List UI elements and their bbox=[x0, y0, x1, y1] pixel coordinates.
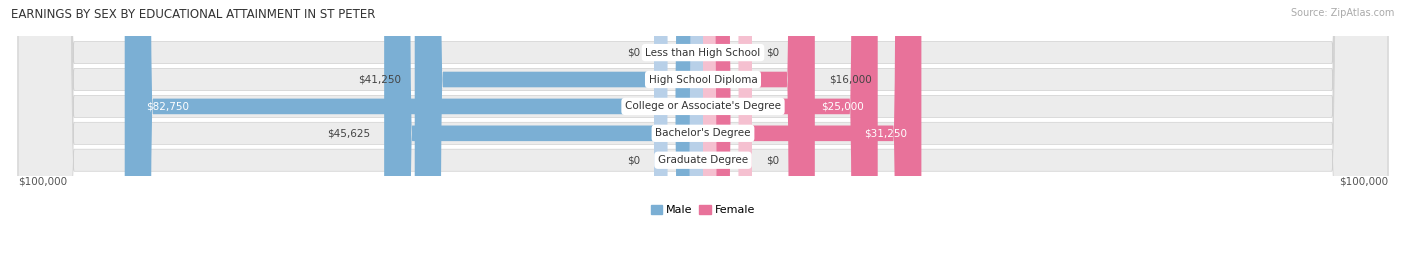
FancyBboxPatch shape bbox=[415, 0, 703, 269]
FancyBboxPatch shape bbox=[703, 0, 815, 269]
FancyBboxPatch shape bbox=[125, 0, 703, 269]
Text: $45,625: $45,625 bbox=[328, 128, 370, 138]
Text: Source: ZipAtlas.com: Source: ZipAtlas.com bbox=[1291, 8, 1395, 18]
FancyBboxPatch shape bbox=[703, 0, 921, 269]
Text: $0: $0 bbox=[627, 48, 640, 58]
FancyBboxPatch shape bbox=[18, 0, 1388, 269]
Text: $0: $0 bbox=[766, 48, 779, 58]
Text: $100,000: $100,000 bbox=[1339, 177, 1388, 187]
Text: College or Associate's Degree: College or Associate's Degree bbox=[626, 101, 780, 111]
FancyBboxPatch shape bbox=[18, 0, 1388, 269]
FancyBboxPatch shape bbox=[18, 0, 1388, 269]
Text: $0: $0 bbox=[627, 155, 640, 165]
Text: $25,000: $25,000 bbox=[821, 101, 863, 111]
FancyBboxPatch shape bbox=[703, 0, 752, 269]
Text: EARNINGS BY SEX BY EDUCATIONAL ATTAINMENT IN ST PETER: EARNINGS BY SEX BY EDUCATIONAL ATTAINMEN… bbox=[11, 8, 375, 21]
Text: $41,250: $41,250 bbox=[357, 75, 401, 84]
Text: High School Diploma: High School Diploma bbox=[648, 75, 758, 84]
Text: $16,000: $16,000 bbox=[828, 75, 872, 84]
Text: Bachelor's Degree: Bachelor's Degree bbox=[655, 128, 751, 138]
FancyBboxPatch shape bbox=[18, 0, 1388, 269]
Legend: Male, Female: Male, Female bbox=[647, 200, 759, 220]
FancyBboxPatch shape bbox=[18, 0, 1388, 269]
Text: $82,750: $82,750 bbox=[146, 101, 188, 111]
Text: Less than High School: Less than High School bbox=[645, 48, 761, 58]
FancyBboxPatch shape bbox=[703, 0, 877, 269]
Text: Graduate Degree: Graduate Degree bbox=[658, 155, 748, 165]
FancyBboxPatch shape bbox=[654, 0, 703, 269]
FancyBboxPatch shape bbox=[654, 0, 703, 269]
Text: $31,250: $31,250 bbox=[865, 128, 907, 138]
FancyBboxPatch shape bbox=[703, 0, 752, 269]
Text: $100,000: $100,000 bbox=[18, 177, 67, 187]
Text: $0: $0 bbox=[766, 155, 779, 165]
FancyBboxPatch shape bbox=[384, 0, 703, 269]
